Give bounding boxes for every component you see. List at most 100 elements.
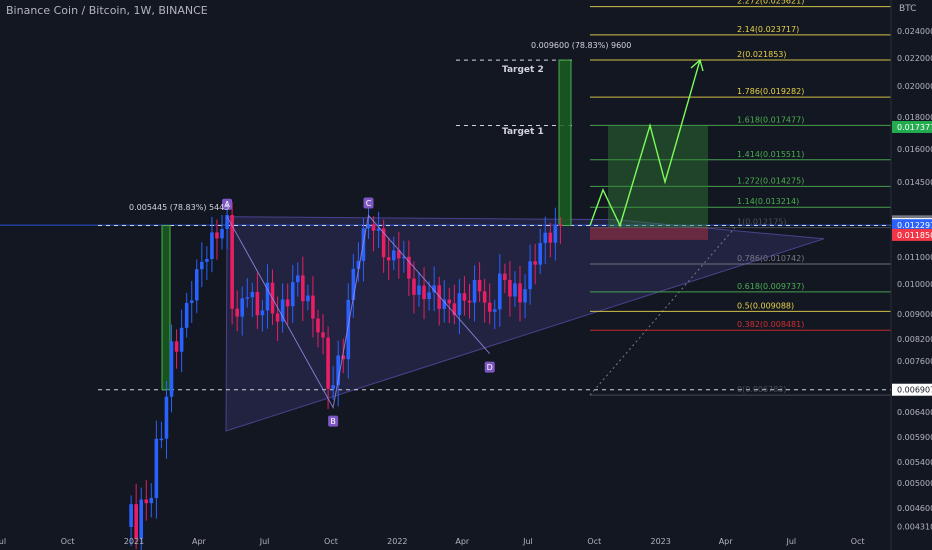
candle-body xyxy=(179,327,184,352)
measure-box-2 xyxy=(558,59,572,227)
time-tick-11: Apr xyxy=(719,537,734,546)
price-tick-15: 0.004600 xyxy=(897,504,932,513)
price-tick-10: 0.007600 xyxy=(897,357,932,366)
abcd-line xyxy=(226,214,491,410)
candle-body xyxy=(518,283,522,303)
candle-body xyxy=(265,282,270,311)
triangle-shape xyxy=(225,216,825,432)
time-tick-7: Apr xyxy=(455,537,470,546)
candle-body xyxy=(523,289,527,303)
candle-body xyxy=(326,337,330,389)
target-zone xyxy=(608,125,708,228)
candle-body xyxy=(492,309,497,312)
candle-body xyxy=(280,299,285,322)
candle-body xyxy=(260,310,265,316)
candle-body xyxy=(129,504,133,527)
time-tick-5: Oct xyxy=(324,537,338,546)
time-tick-3: Apr xyxy=(192,537,207,546)
candle-body xyxy=(402,256,406,259)
candle-body xyxy=(290,282,295,307)
candle-body xyxy=(427,292,431,300)
fib-label-2: 2(0.021853) xyxy=(737,50,787,59)
candle-body xyxy=(220,228,224,239)
candle-body xyxy=(528,261,532,290)
candle-body xyxy=(457,293,462,316)
price-tick-6: 0.011000 xyxy=(897,253,932,262)
candle-body xyxy=(396,250,401,259)
candle-body xyxy=(250,291,255,298)
candle-body xyxy=(503,273,507,280)
time-tick-1: Oct xyxy=(61,537,75,546)
candle-body xyxy=(553,224,558,243)
fib-label-12: 0.382(0.008481) xyxy=(737,320,804,329)
candle-body xyxy=(417,285,421,295)
time-tick-9: Oct xyxy=(587,537,601,546)
price-tick-14: 0.005000 xyxy=(897,479,932,488)
candle-body xyxy=(301,275,305,302)
fib-label-7: 1.14(0.013214) xyxy=(737,197,799,206)
candle-body xyxy=(341,355,346,360)
candle-body xyxy=(200,261,204,270)
time-axis[interactable]: Jul Oct 2021 Apr Jul Oct 2022 Apr Jul Oct 2023 Apr J… xyxy=(0,537,865,546)
candle-body xyxy=(331,385,335,389)
price-tick-11: 0.006400 xyxy=(897,408,932,417)
fib-label-11: 0.5(0.009088) xyxy=(737,301,794,310)
candle-body xyxy=(447,299,452,304)
abcd-pattern: A B C D xyxy=(222,197,495,427)
candle-body xyxy=(412,278,416,295)
candle-body xyxy=(336,355,340,386)
candle-body xyxy=(538,243,543,265)
candle-body xyxy=(513,283,517,297)
candle-body xyxy=(194,269,199,301)
candle-body xyxy=(205,258,209,262)
candle-body xyxy=(366,224,371,229)
candle-body xyxy=(321,332,325,338)
target-1-label: Target 1 xyxy=(502,127,544,137)
candle-body xyxy=(477,279,482,292)
candles xyxy=(129,199,563,550)
pattern-point-badge-D xyxy=(484,361,495,373)
projection-line xyxy=(589,59,701,228)
projection-arrowhead xyxy=(690,58,704,72)
price-label-box-5 xyxy=(892,383,932,396)
candle-body xyxy=(164,396,169,439)
time-tick-10: 2023 xyxy=(651,537,671,546)
candle-body xyxy=(189,300,194,303)
candle-body xyxy=(311,295,315,319)
candle-body xyxy=(255,291,260,316)
candle-body xyxy=(548,232,553,243)
candle-body xyxy=(144,499,149,504)
measure-boxes xyxy=(161,59,572,391)
fib-label-4: 1.618(0.017477) xyxy=(737,115,804,124)
fib-label-13: 0(0.006783) xyxy=(737,385,787,394)
price-label-5: 0.006907 xyxy=(897,386,932,395)
candle-body xyxy=(482,291,487,303)
candle-body xyxy=(376,228,381,231)
time-tick-12: Jul xyxy=(785,537,796,546)
price-axis[interactable]: 0.024000 0.022000 0.020000 0.018000 0.016000… xyxy=(892,27,932,531)
candle-body xyxy=(316,318,320,333)
price-tick-0: 0.024000 xyxy=(897,27,932,36)
candle-body xyxy=(543,232,548,244)
target-2-label: Target 2 xyxy=(502,65,544,75)
triangle-pattern xyxy=(225,216,825,432)
time-tick-2: 2021 xyxy=(124,537,144,546)
candle-body xyxy=(184,302,189,328)
pattern-point-badge-A xyxy=(222,198,233,210)
candle-body xyxy=(391,250,396,261)
price-tick-1: 0.022000 xyxy=(897,54,932,63)
time-tick-8: Jul xyxy=(522,537,533,546)
candle-body xyxy=(498,273,502,310)
candle-body xyxy=(139,499,144,539)
candle-body xyxy=(346,299,351,360)
projection-path xyxy=(589,58,704,228)
candle-body xyxy=(169,341,174,397)
candle-body xyxy=(371,224,376,231)
price-tick-3: 0.018000 xyxy=(897,113,932,122)
candle-body xyxy=(245,297,250,299)
measurement-label-1: 0.005445 (78.83%) 5445 xyxy=(129,203,229,212)
price-tick-16: 0.004310 xyxy=(897,522,932,531)
measure-box-1 xyxy=(161,225,171,391)
candle-body xyxy=(275,313,280,322)
